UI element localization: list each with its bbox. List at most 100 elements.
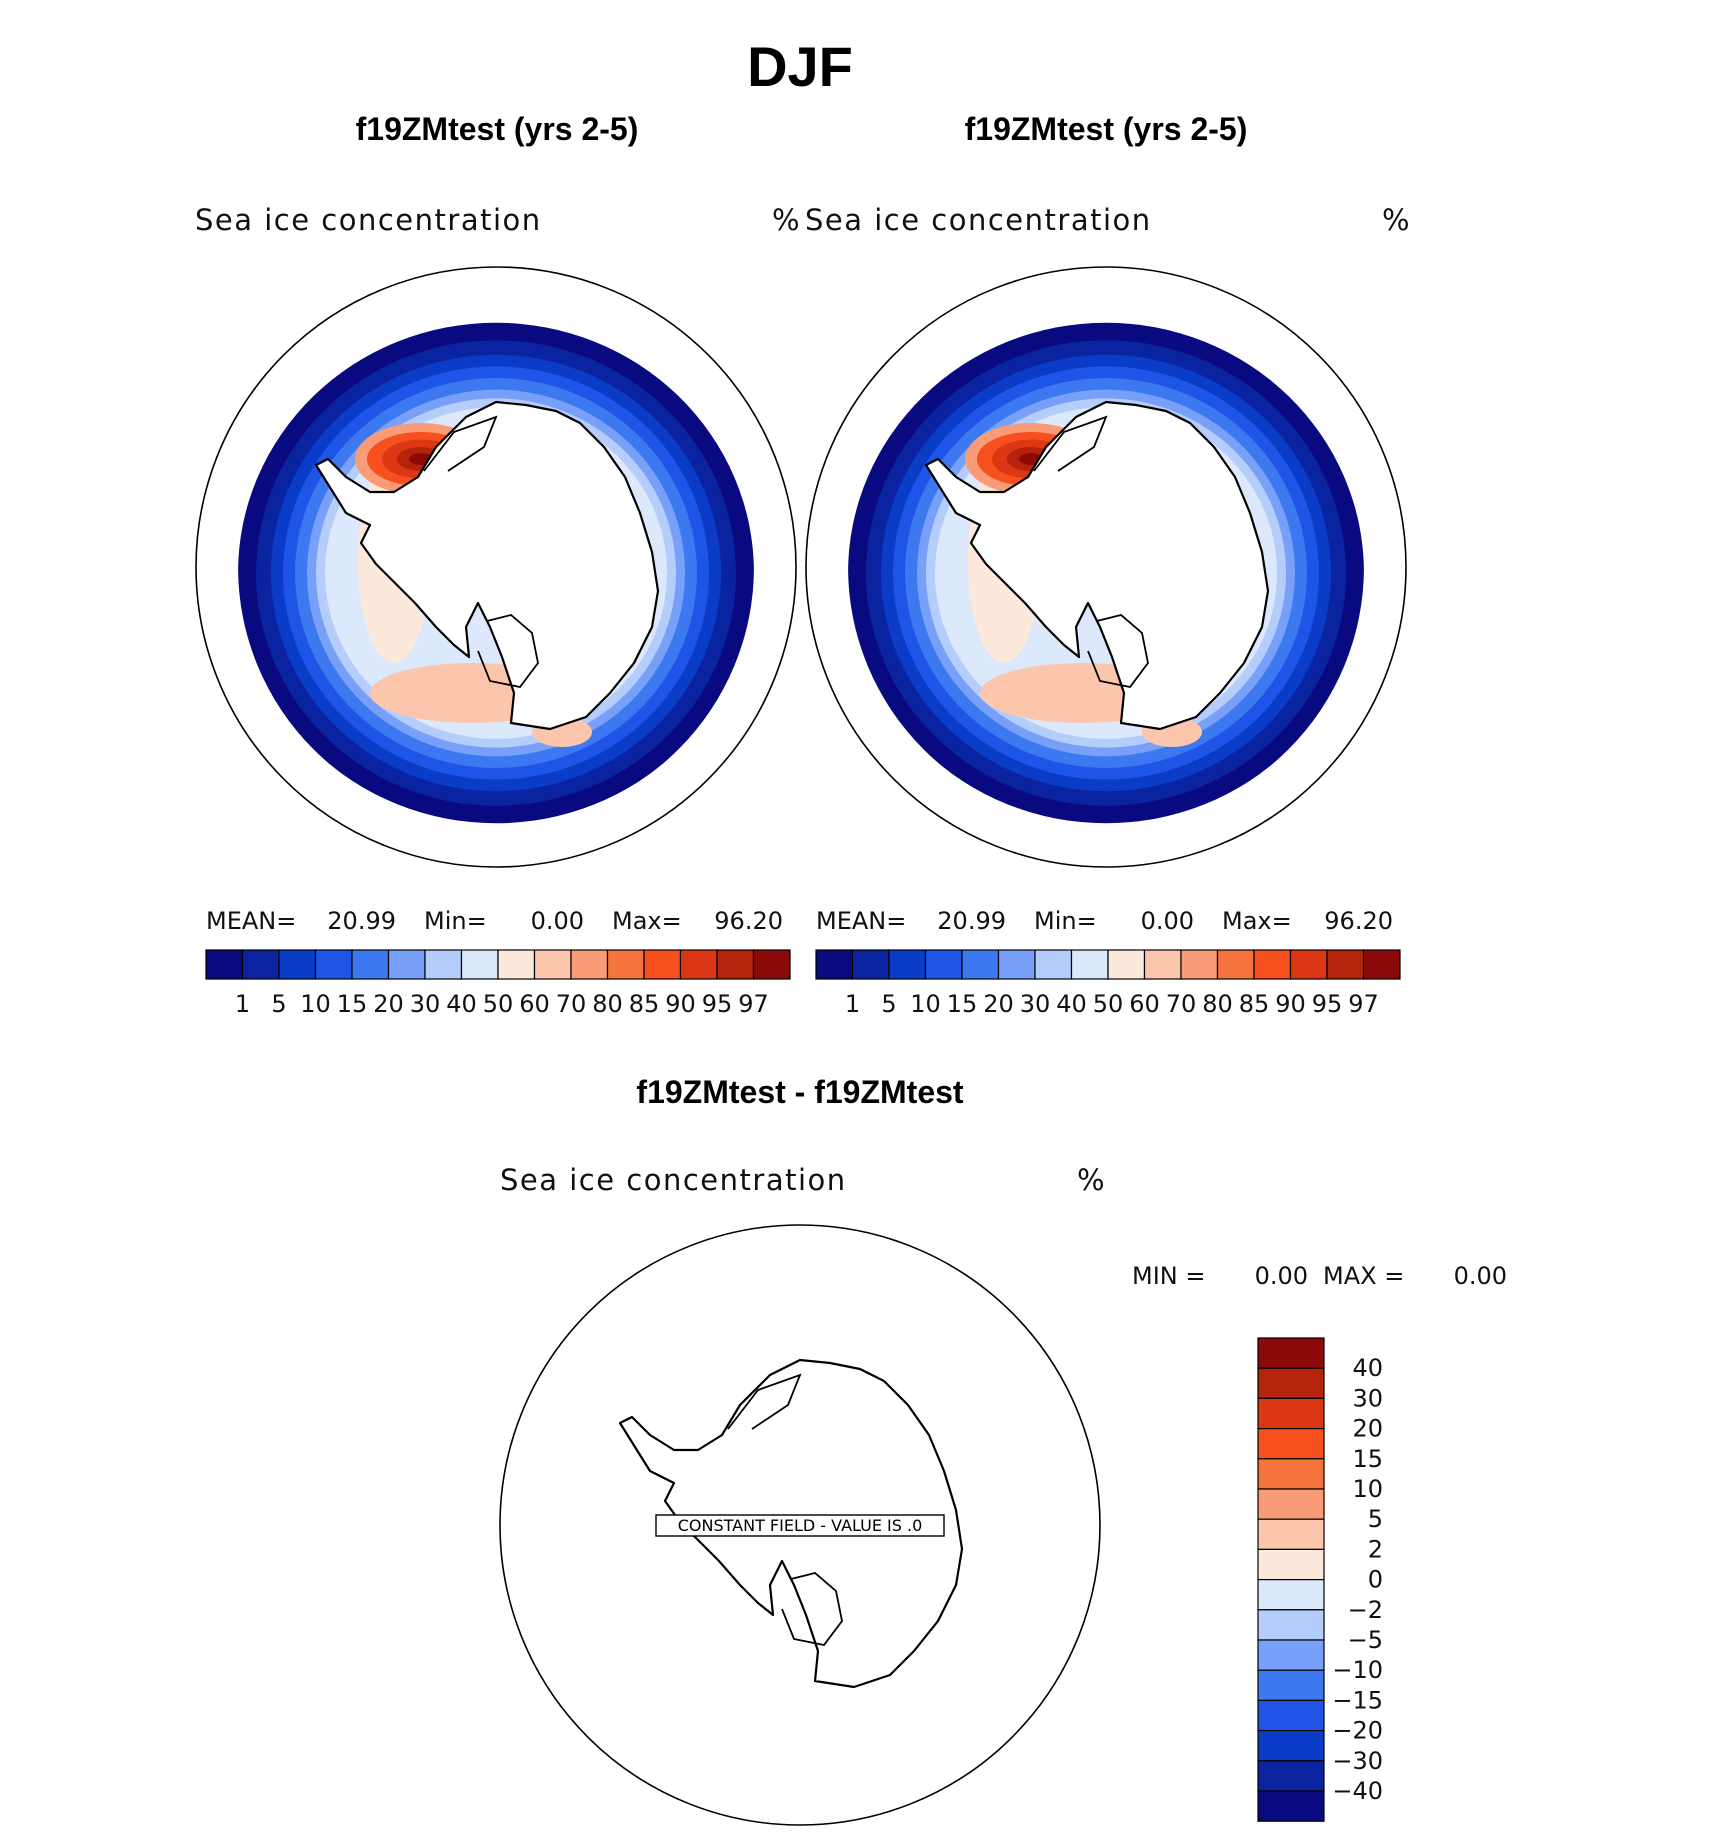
colorbar-tick-label: 5 [1368, 1505, 1383, 1533]
colorbar-swatch [1257, 1518, 1325, 1550]
panel-3-title: f19ZMtest - f19ZMtest [636, 1074, 964, 1110]
panel-2-max-value: 96.20 [1324, 907, 1393, 935]
colorbar-tick-label: 50 [483, 990, 514, 1018]
panel-3-map [499, 1224, 1101, 1826]
colorbar-swatch [716, 949, 755, 980]
panel-2-max-label: Max= [1222, 907, 1292, 935]
land-mask [316, 402, 658, 729]
colorbar-swatch [1107, 949, 1146, 980]
panel-1-map [195, 266, 797, 868]
panel-3-units: % [1077, 1163, 1106, 1197]
ice-shelf-outline [1087, 614, 1149, 688]
panel-2-title: f19ZMtest (yrs 2-5) [965, 111, 1248, 147]
colorbar-swatch [1143, 949, 1182, 980]
colorbar-tick-label: 50 [1093, 990, 1124, 1018]
map-boundary-circle [195, 266, 797, 868]
colorbar-swatch [1362, 949, 1401, 980]
panel-1-mean-value: 20.99 [327, 907, 396, 935]
land-mask [926, 402, 1268, 729]
colorbar-swatch [1257, 1669, 1325, 1701]
colorbar-tick-label: 95 [702, 990, 733, 1018]
panel-1-min-label: Min= [424, 907, 487, 935]
colorbar-swatch [752, 949, 791, 980]
panel-1-field-label: Sea ice concentration [195, 203, 542, 237]
colorbar-tick-label: 60 [1129, 990, 1160, 1018]
colorbar-swatch [278, 949, 317, 980]
colorbar-tick-label: 20 [1352, 1415, 1383, 1443]
constant-field-label: CONSTANT FIELD - VALUE IS .0 [678, 1516, 923, 1535]
panel-1-title: f19ZMtest (yrs 2-5) [356, 111, 639, 147]
colorbar-swatch [1257, 1427, 1325, 1460]
colorbar-swatch [1070, 949, 1109, 980]
colorbar-swatch [606, 949, 645, 980]
colorbar-tick-label: −40 [1332, 1777, 1383, 1805]
panel-3-min-value: 0.00 [1255, 1262, 1308, 1290]
panel-1-stats: MEAN= 20.99 Min= 0.00 Max= 96.20 [206, 907, 783, 935]
colorbar-swatch [205, 949, 244, 980]
colorbar-swatch [1257, 1367, 1325, 1399]
colorbar-tick-label: 90 [1275, 990, 1306, 1018]
panel-2-mean-value: 20.99 [937, 907, 1006, 935]
colorbar-swatch [1257, 1639, 1325, 1671]
colorbar-tick-label: 40 [1352, 1354, 1383, 1382]
colorbar-tick-label: −15 [1332, 1686, 1383, 1714]
colorbar-swatch [851, 949, 890, 980]
colorbar-tick-label: 5 [271, 990, 286, 1018]
colorbar-swatch [1216, 949, 1255, 980]
colorbar-tick-label: 10 [1352, 1475, 1383, 1503]
colorbar-tick-label: −10 [1332, 1656, 1383, 1684]
colorbar-swatch [961, 949, 1000, 980]
map-boundary-circle [499, 1224, 1101, 1826]
colorbar-swatch [1257, 1337, 1325, 1369]
panel-2-mean-label: MEAN= [816, 907, 906, 935]
panel-1: f19ZMtest (yrs 2-5) Sea ice concentratio… [195, 111, 800, 1018]
colorbar-swatch [241, 949, 280, 980]
colorbar-swatch [1257, 1790, 1325, 1822]
colorbar-swatch [1257, 1609, 1325, 1641]
colorbar-tick-label: 10 [910, 990, 941, 1018]
colorbar-tick-label: 30 [1020, 990, 1051, 1018]
colorbar-tick-label: 97 [1348, 990, 1379, 1018]
colorbar-tick-label: 40 [446, 990, 477, 1018]
colorbar-tick-label: 97 [738, 990, 769, 1018]
colorbar-tick-label: 85 [1239, 990, 1270, 1018]
colorbar-swatch [533, 949, 572, 980]
panel-1-max-value: 96.20 [714, 907, 783, 935]
panel-3-max-value: 0.00 [1454, 1262, 1507, 1290]
colorbar-tick-label: 85 [629, 990, 660, 1018]
panel-1-mean-label: MEAN= [206, 907, 296, 935]
colorbar-swatch [351, 949, 390, 980]
colorbar-tick-label: 70 [1166, 990, 1197, 1018]
panel-3-stats: MIN = 0.00 MAX = 0.00 [1132, 1262, 1507, 1290]
colorbar-swatch [570, 949, 609, 980]
panel-2-stats: MEAN= 20.99 Min= 0.00 Max= 96.20 [816, 907, 1393, 935]
colorbar-swatch [1257, 1488, 1325, 1520]
colorbar-swatch [924, 949, 963, 980]
colorbar-swatch [1257, 1458, 1325, 1490]
panel-2-min-value: 0.00 [1141, 907, 1194, 935]
colorbar-tick-label: 60 [519, 990, 550, 1018]
panel-1-max-label: Max= [612, 907, 682, 935]
ice-shelf-outline [781, 1572, 843, 1646]
panel-1-colorbar: 1 5 10 15 20 30 40 50 60 70 80 85 90 95 97 [205, 949, 791, 1018]
antarctica-coastline [618, 1358, 964, 1689]
panel-2-min-label: Min= [1034, 907, 1097, 935]
colorbar-swatch [1326, 949, 1365, 980]
colorbar-swatch [1180, 949, 1219, 980]
colorbar-tick-label: 40 [1056, 990, 1087, 1018]
panel-2: f19ZMtest (yrs 2-5) Sea ice concentratio… [805, 111, 1410, 1018]
colorbar-tick-label: 30 [1352, 1384, 1383, 1412]
colorbar-swatch [679, 949, 718, 980]
colorbar-swatch [460, 949, 499, 980]
colorbar-tick-label: 15 [1352, 1445, 1383, 1473]
colorbar-swatch [387, 949, 426, 980]
panel-2-map [805, 266, 1407, 868]
panel-3-max-label: MAX = [1323, 1262, 1404, 1290]
colorbar-tick-label: 1 [845, 990, 860, 1018]
colorbar-swatch [815, 949, 854, 980]
antarctica-coastline [314, 400, 660, 731]
colorbar-tick-label: 0 [1368, 1566, 1383, 1594]
ice-shelf-outline [727, 1373, 802, 1430]
